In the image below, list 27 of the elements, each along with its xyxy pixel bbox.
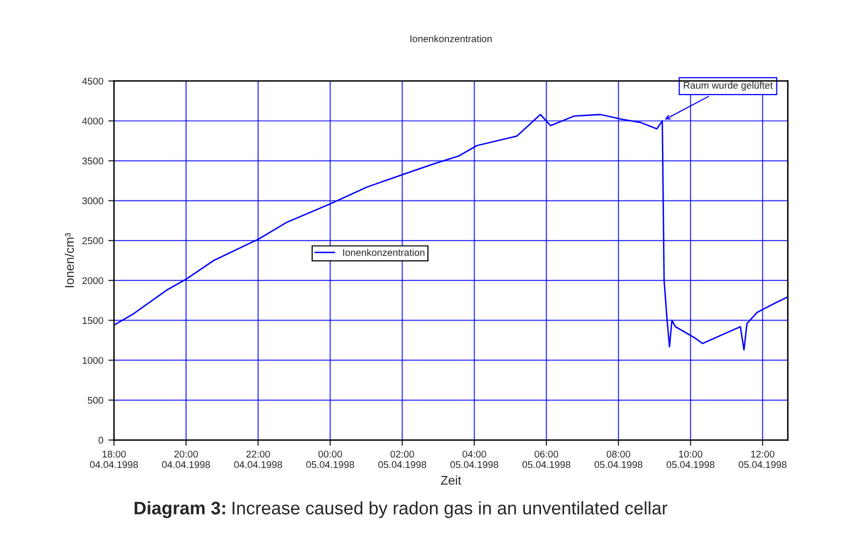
x-tick-label: 00:00 05.04.1998 (306, 450, 354, 468)
x-tick-label: 04:00 05.04.1998 (450, 450, 498, 468)
y-axis-title: Ionen/cm³ (64, 232, 74, 288)
y-tick-label: 2000 (82, 277, 104, 284)
y-tick-label: 1000 (82, 356, 104, 364)
y-tick-label: 2500 (82, 237, 104, 244)
x-tick-label: 06:00 05.04.1998 (522, 450, 570, 468)
chart-title: Ionenkonzentration (410, 35, 492, 42)
y-tick-label: 4000 (82, 118, 104, 124)
text: Diagram 3: (134, 501, 226, 518)
x-tick-label: 02:00 05.04.1998 (378, 450, 426, 468)
x-tick-label: 12:00 05.04.1998 (738, 450, 786, 468)
y-tick-label: 1500 (82, 317, 104, 324)
y-tick-label: 3000 (82, 197, 104, 204)
x-tick-label: 18:00 04.04.1998 (90, 450, 138, 468)
x-tick-label: 10:00 05.04.1998 (666, 450, 714, 468)
y-tick-label: 500 (88, 396, 104, 404)
legend-label: Ionenkonzentration (343, 248, 424, 256)
annotation: Raum wurde gelüftet (684, 82, 773, 91)
y-tick-label: 4500 (82, 78, 104, 85)
y-tick-label: 0 (98, 436, 104, 444)
x-tick-label: 08:00 05.04.1998 (594, 450, 642, 468)
x-axis-title: Zeit (440, 476, 462, 485)
text: Increase caused by radon gas in an unventilated cellar (232, 501, 668, 518)
x-tick-label: 20:00 04.04.1998 (162, 450, 210, 468)
y-tick-label: 3500 (82, 158, 104, 164)
x-tick-label: 22:00 04.04.1998 (234, 450, 282, 468)
